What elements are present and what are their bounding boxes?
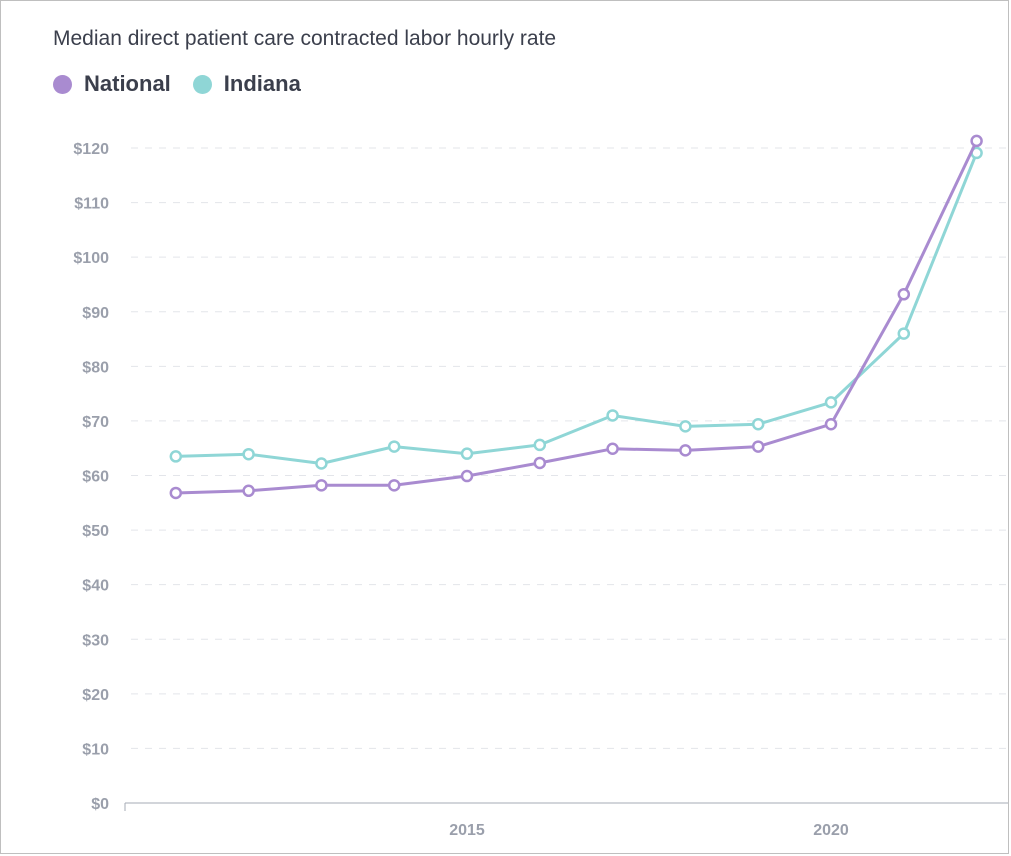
y-tick-label: $70	[82, 414, 109, 431]
data-point-indiana	[826, 397, 836, 407]
data-point-indiana	[389, 442, 399, 452]
data-point-indiana	[316, 458, 326, 468]
data-point-national	[972, 136, 982, 146]
data-point-national	[899, 289, 909, 299]
data-point-national	[535, 458, 545, 468]
data-point-national	[171, 488, 181, 498]
y-tick-label: $100	[73, 250, 109, 267]
y-tick-label: $50	[82, 523, 109, 540]
series-line-national	[176, 141, 977, 493]
data-point-indiana	[608, 410, 618, 420]
y-tick-label: $10	[82, 741, 109, 758]
data-point-national	[826, 419, 836, 429]
data-point-national	[389, 480, 399, 490]
y-tick-label: $120	[73, 141, 109, 158]
data-point-national	[680, 445, 690, 455]
data-point-national	[608, 444, 618, 454]
y-tick-label: $60	[82, 469, 109, 486]
x-tick-label: 2020	[813, 822, 849, 839]
y-tick-label: $90	[82, 305, 109, 322]
data-point-indiana	[753, 419, 763, 429]
series-line-indiana	[176, 153, 977, 464]
y-tick-label: $20	[82, 687, 109, 704]
data-point-indiana	[244, 449, 254, 459]
y-tick-label: $0	[91, 796, 109, 813]
data-point-national	[462, 471, 472, 481]
data-point-national	[244, 486, 254, 496]
y-tick-label: $80	[82, 359, 109, 376]
data-point-indiana	[171, 451, 181, 461]
data-point-indiana	[535, 440, 545, 450]
y-tick-label: $110	[74, 196, 109, 213]
y-tick-label: $30	[82, 632, 109, 649]
x-tick-label: 2015	[449, 822, 485, 839]
data-point-national	[753, 442, 763, 452]
data-point-indiana	[462, 449, 472, 459]
y-tick-label: $40	[82, 578, 109, 595]
data-point-indiana	[680, 421, 690, 431]
data-point-national	[316, 480, 326, 490]
data-point-indiana	[899, 329, 909, 339]
